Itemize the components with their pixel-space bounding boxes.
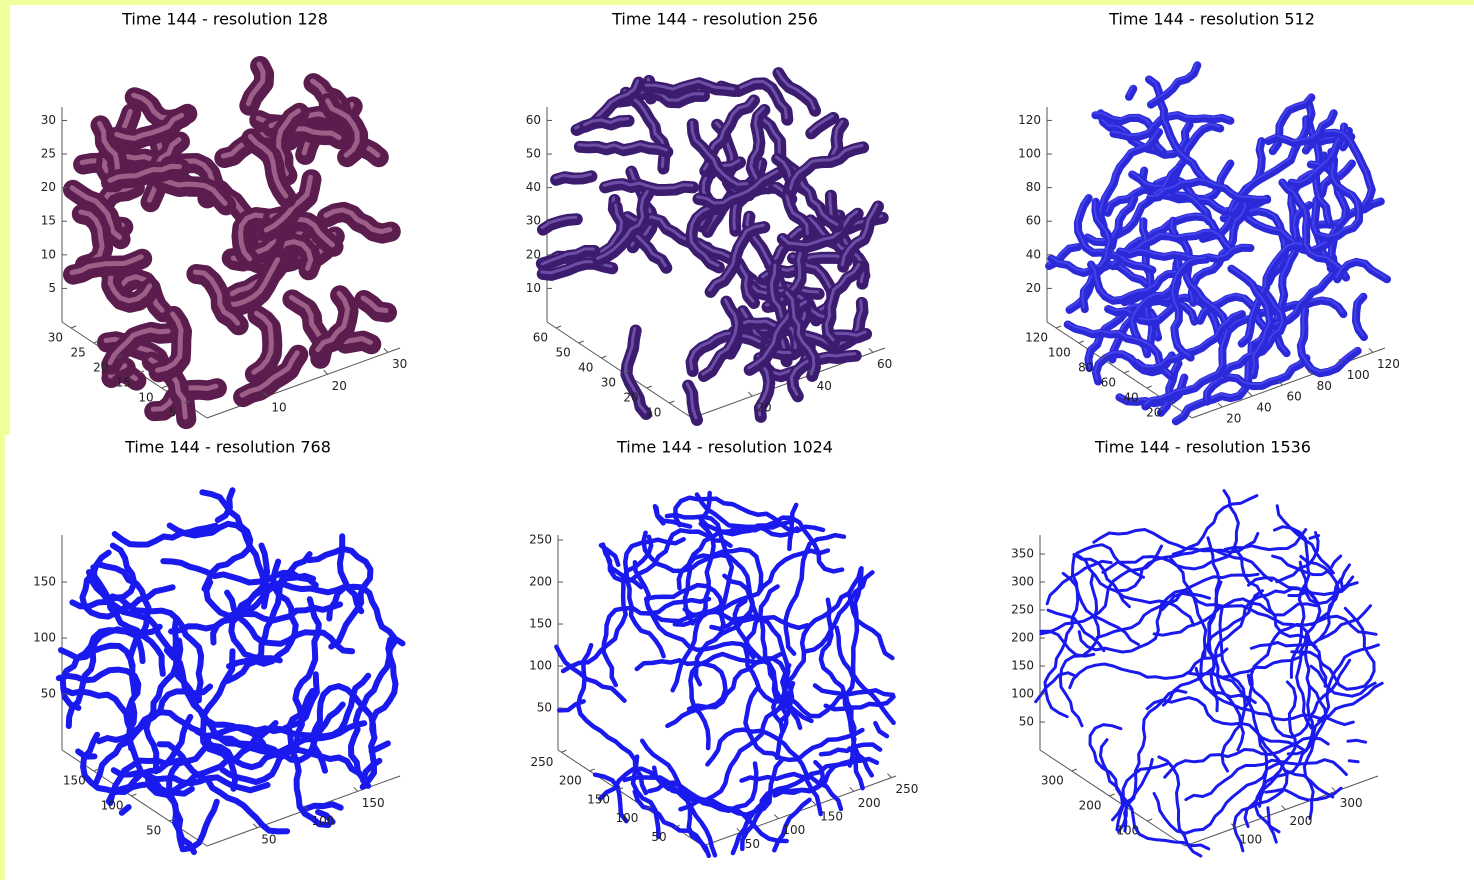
y-tick-label: 30 bbox=[48, 331, 63, 345]
tube bbox=[1349, 761, 1358, 762]
x-tick-label: 100 bbox=[312, 814, 335, 828]
z-tick-label: 20 bbox=[526, 247, 541, 261]
y-tick-label: 60 bbox=[1101, 376, 1116, 390]
z-tick-label: 350 bbox=[1011, 547, 1034, 561]
x-tick-label: 80 bbox=[1317, 379, 1332, 393]
y-tick-label: 50 bbox=[651, 830, 666, 844]
panel-title: Time 144 - resolution 768 bbox=[124, 438, 331, 457]
x-tick-label: 150 bbox=[362, 796, 385, 810]
z-tick-label: 100 bbox=[529, 659, 552, 673]
z-tick-label: 10 bbox=[41, 247, 56, 261]
y-tick-label: 50 bbox=[555, 346, 570, 360]
panel-title: Time 144 - resolution 1536 bbox=[1094, 438, 1311, 457]
x-tick-label: 40 bbox=[1256, 401, 1271, 415]
y-tick-label: 50 bbox=[146, 824, 161, 838]
x-tick-label: 100 bbox=[782, 823, 805, 837]
y-tick-label: 40 bbox=[1123, 391, 1138, 405]
x-tick-label: 120 bbox=[1377, 357, 1400, 371]
y-tick-label: 60 bbox=[533, 331, 548, 345]
panel-title: Time 144 - resolution 512 bbox=[1108, 10, 1315, 29]
y-tick-label: 10 bbox=[138, 391, 153, 405]
page: Time 144 - resolution 128 5 10 15 20 25 30 5 10 1… bbox=[0, 0, 1474, 880]
tube bbox=[306, 804, 341, 808]
z-tick-label: 25 bbox=[41, 147, 56, 161]
x-tick-label: 30 bbox=[392, 357, 407, 371]
z-tick-label: 50 bbox=[537, 701, 552, 715]
z-tick-label: 30 bbox=[41, 113, 56, 127]
z-tick-label: 40 bbox=[526, 180, 541, 194]
y-tick-label: 80 bbox=[1078, 361, 1093, 375]
x-tick-label: 50 bbox=[745, 837, 760, 851]
x-tick-label: 20 bbox=[756, 401, 771, 415]
y-tick-label: 10 bbox=[646, 406, 661, 420]
z-tick-label: 60 bbox=[526, 113, 541, 127]
z-tick-label: 50 bbox=[41, 687, 56, 701]
y-tick-label: 300 bbox=[1041, 774, 1064, 788]
z-tick-label: 150 bbox=[529, 617, 552, 631]
y-tick-label: 100 bbox=[1048, 346, 1071, 360]
y-tick-label: 100 bbox=[101, 799, 124, 813]
y-tick-label: 20 bbox=[623, 391, 638, 405]
x-tick-label: 100 bbox=[1347, 368, 1370, 382]
x-tick-label: 20 bbox=[332, 379, 347, 393]
z-tick-label: 150 bbox=[33, 575, 56, 589]
panel-title: Time 144 - resolution 128 bbox=[121, 10, 328, 29]
y-tick-label: 120 bbox=[1025, 331, 1048, 345]
x-tick-label: 150 bbox=[820, 809, 843, 823]
panel-title: Time 144 - resolution 1024 bbox=[616, 438, 833, 457]
y-tick-label: 100 bbox=[615, 811, 638, 825]
z-tick-label: 40 bbox=[1026, 247, 1041, 261]
figure: Time 144 - resolution 128 5 10 15 20 25 30 5 10 1… bbox=[0, 0, 1474, 880]
x-tick-label: 50 bbox=[261, 832, 276, 846]
z-tick-label: 100 bbox=[33, 631, 56, 645]
y-tick-label: 20 bbox=[93, 361, 108, 375]
x-tick-label: 60 bbox=[877, 357, 892, 371]
x-tick-label: 40 bbox=[817, 379, 832, 393]
x-tick-label: 200 bbox=[1290, 814, 1313, 828]
z-tick-label: 10 bbox=[526, 281, 541, 295]
y-tick-label: 5 bbox=[169, 406, 177, 420]
z-tick-label: 5 bbox=[48, 281, 56, 295]
y-tick-label: 30 bbox=[601, 376, 616, 390]
y-tick-label: 25 bbox=[70, 346, 85, 360]
y-tick-label: 100 bbox=[1116, 824, 1139, 838]
y-tick-label: 15 bbox=[116, 376, 131, 390]
z-tick-label: 200 bbox=[529, 575, 552, 589]
x-tick-label: 100 bbox=[1239, 832, 1262, 846]
z-tick-label: 100 bbox=[1011, 687, 1034, 701]
y-tick-label: 150 bbox=[63, 774, 86, 788]
z-tick-label: 80 bbox=[1026, 180, 1041, 194]
x-tick-label: 300 bbox=[1340, 796, 1363, 810]
z-tick-label: 30 bbox=[526, 214, 541, 228]
z-tick-label: 50 bbox=[526, 147, 541, 161]
z-tick-label: 120 bbox=[1018, 113, 1041, 127]
x-tick-label: 200 bbox=[858, 796, 881, 810]
x-tick-label: 20 bbox=[1226, 412, 1241, 426]
x-tick-label: 60 bbox=[1286, 390, 1301, 404]
y-tick-label: 40 bbox=[578, 361, 593, 375]
y-tick-label: 200 bbox=[1079, 799, 1102, 813]
y-tick-label: 20 bbox=[1146, 406, 1161, 420]
z-tick-label: 20 bbox=[41, 180, 56, 194]
z-tick-label: 60 bbox=[1026, 214, 1041, 228]
z-tick-label: 100 bbox=[1018, 147, 1041, 161]
y-tick-label: 250 bbox=[530, 755, 553, 769]
x-tick-label: 250 bbox=[895, 782, 918, 796]
z-tick-label: 150 bbox=[1011, 659, 1034, 673]
z-tick-label: 20 bbox=[1026, 281, 1041, 295]
z-tick-label: 250 bbox=[529, 533, 552, 547]
z-tick-label: 300 bbox=[1011, 575, 1034, 589]
panel-title: Time 144 - resolution 256 bbox=[611, 10, 818, 29]
z-tick-label: 250 bbox=[1011, 603, 1034, 617]
y-tick-label: 200 bbox=[559, 774, 582, 788]
z-tick-label: 200 bbox=[1011, 631, 1034, 645]
y-tick-label: 150 bbox=[587, 792, 610, 806]
x-tick-label: 10 bbox=[271, 401, 286, 415]
z-tick-label: 15 bbox=[41, 214, 56, 228]
z-tick-label: 50 bbox=[1019, 715, 1034, 729]
tube-highlight bbox=[344, 339, 370, 343]
